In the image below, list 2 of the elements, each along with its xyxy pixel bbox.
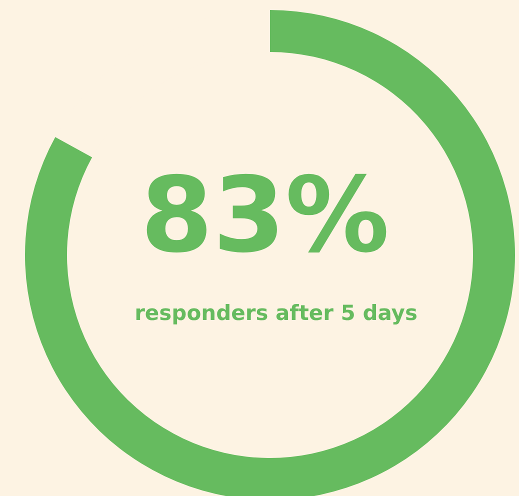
text: 83% [140, 153, 390, 278]
text: responders after 5 days [134, 300, 418, 327]
